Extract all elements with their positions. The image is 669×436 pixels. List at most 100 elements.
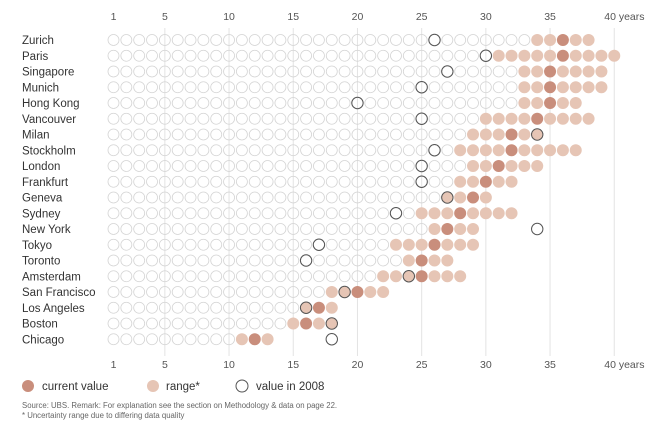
value-2008-marker: [299, 301, 313, 314]
row-boston: Boston: [22, 317, 338, 331]
tick-label-bottom: 20: [352, 359, 364, 371]
empty-dot: [300, 81, 313, 94]
tick-label-top: 20: [352, 11, 364, 23]
empty-dot: [351, 191, 364, 204]
empty-dot: [210, 65, 223, 78]
empty-dot: [338, 144, 351, 157]
empty-dot: [171, 254, 184, 267]
empty-dot: [492, 81, 505, 94]
empty-dot: [313, 254, 325, 267]
empty-dot: [300, 112, 313, 125]
range-dot: [492, 144, 505, 157]
empty-dot: [274, 97, 287, 109]
range-dot: [518, 112, 531, 125]
empty-dot: [467, 49, 479, 62]
empty-dot: [300, 223, 313, 235]
range-dot: [518, 160, 531, 172]
range-dot: [505, 175, 518, 188]
empty-dot: [107, 254, 120, 267]
empty-dot: [261, 34, 274, 46]
empty-dot: [223, 160, 235, 172]
empty-dot: [364, 112, 377, 125]
range-dot: [454, 223, 467, 235]
range-dot: [454, 270, 467, 283]
empty-dot: [171, 81, 184, 94]
empty-dot: [287, 128, 300, 141]
empty-dot: [171, 175, 184, 188]
empty-dot: [120, 223, 133, 235]
range-dot: [364, 286, 377, 298]
empty-dot: [146, 207, 158, 220]
empty-dot: [338, 160, 351, 172]
empty-dot: [107, 65, 120, 78]
empty-dot: [223, 175, 235, 188]
empty-dot: [415, 34, 428, 46]
empty-dot: [313, 97, 325, 109]
empty-dot: [235, 207, 248, 220]
range-dot: [261, 333, 274, 346]
empty-dot: [351, 254, 364, 267]
empty-dot: [390, 112, 402, 125]
empty-dot: [492, 65, 505, 78]
empty-dot: [146, 254, 158, 267]
empty-dot: [377, 34, 390, 46]
empty-dot: [158, 207, 171, 220]
empty-dot: [120, 270, 133, 283]
empty-dot: [171, 238, 184, 251]
empty-dot: [441, 128, 454, 141]
empty-dot: [441, 112, 454, 125]
empty-dot: [300, 207, 313, 220]
empty-dot: [261, 81, 274, 94]
empty-dot: [248, 81, 261, 94]
empty-dot: [287, 301, 300, 314]
empty-dot: [235, 34, 248, 46]
empty-dot: [120, 207, 133, 220]
empty-dot: [248, 270, 261, 283]
city-label: New York: [22, 224, 71, 236]
empty-dot: [120, 112, 133, 125]
empty-dot: [364, 191, 377, 204]
range-dot: [556, 81, 569, 94]
value-2008-marker: [531, 128, 544, 141]
city-label: Paris: [22, 51, 48, 63]
empty-dot: [261, 301, 274, 314]
empty-dot: [120, 160, 133, 172]
empty-dot: [274, 81, 287, 94]
empty-dot: [338, 128, 351, 141]
range-dot: [569, 144, 582, 157]
empty-dot: [441, 81, 454, 94]
empty-dot: [364, 128, 377, 141]
range-dot: [569, 97, 582, 109]
empty-dot: [390, 160, 402, 172]
legend-range-label: range*: [166, 381, 200, 393]
empty-dot: [133, 286, 146, 298]
empty-dot: [364, 270, 377, 283]
empty-dot: [325, 34, 338, 46]
empty-dot: [171, 112, 184, 125]
range-dot: [556, 65, 569, 78]
empty-dot: [505, 97, 518, 109]
empty-dot: [313, 144, 325, 157]
empty-dot: [223, 254, 235, 267]
empty-dot: [197, 223, 210, 235]
empty-dot: [197, 112, 210, 125]
range-dot: [454, 144, 467, 157]
empty-dot: [325, 112, 338, 125]
empty-dot: [146, 286, 158, 298]
empty-dot: [248, 49, 261, 62]
empty-dot: [133, 175, 146, 188]
range-dot: [595, 65, 608, 78]
empty-dot: [441, 97, 454, 109]
empty-dot: [133, 144, 146, 157]
empty-dot: [338, 97, 351, 109]
empty-dot: [248, 128, 261, 141]
empty-dot: [454, 34, 467, 46]
empty-dot: [158, 254, 171, 267]
empty-dot: [402, 160, 415, 172]
empty-dot: [402, 34, 415, 46]
empty-dot: [377, 128, 390, 141]
empty-dot: [402, 128, 415, 141]
empty-dot: [274, 49, 287, 62]
empty-dot: [107, 301, 120, 314]
empty-dot: [479, 34, 492, 46]
